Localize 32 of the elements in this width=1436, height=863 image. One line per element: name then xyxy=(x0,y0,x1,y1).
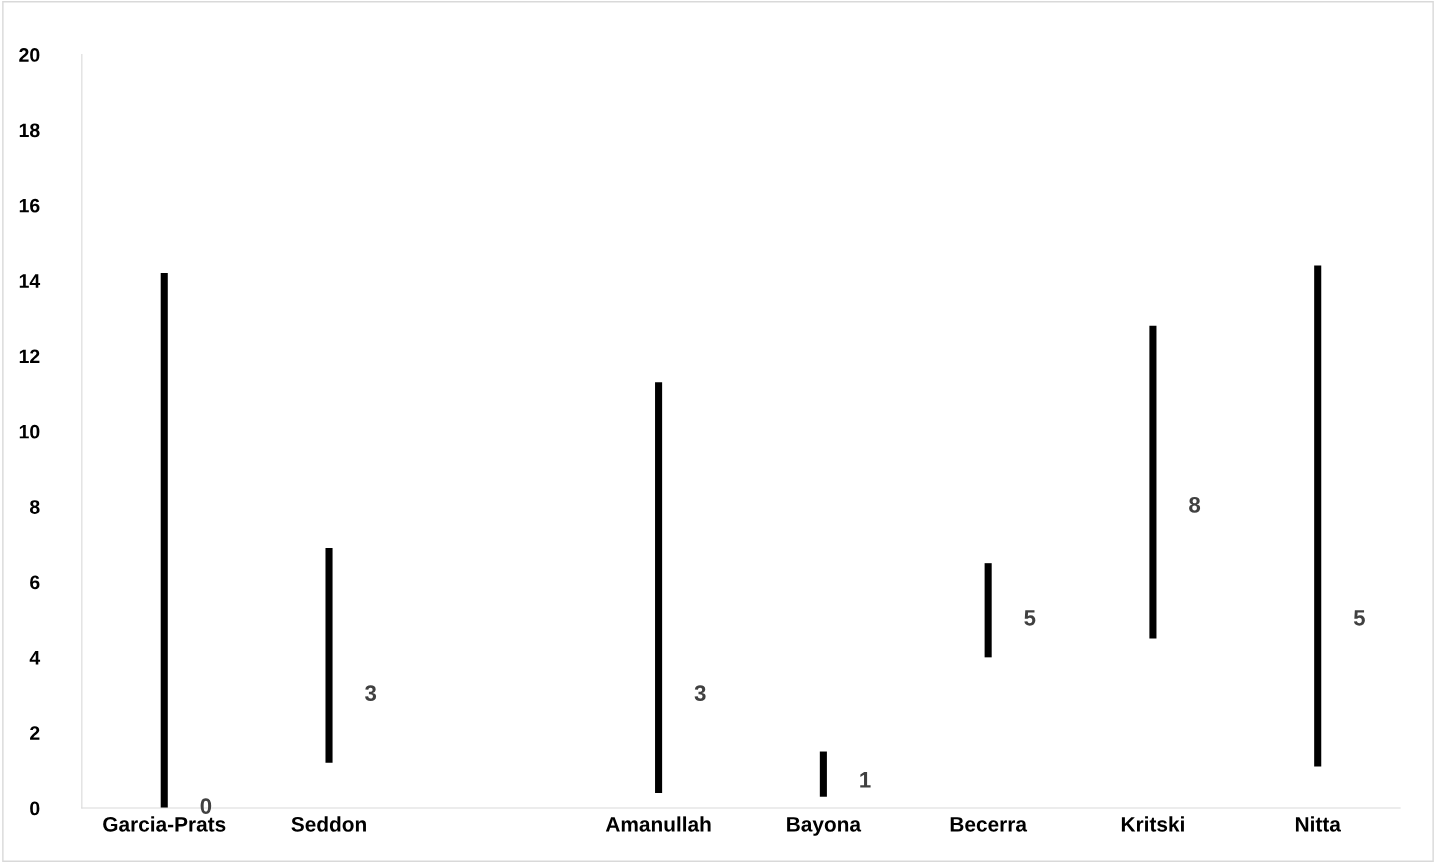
y-tick-label: 8 xyxy=(29,500,40,514)
annotation: 5 xyxy=(1024,610,1036,626)
y-tick-label: 20 xyxy=(19,48,40,62)
annotation: 3 xyxy=(365,685,377,702)
y-tick-label: 14 xyxy=(19,274,41,288)
y-tick-label: 4 xyxy=(29,651,41,665)
annotation: 0 xyxy=(200,798,212,814)
bar xyxy=(160,273,168,809)
bar xyxy=(1314,265,1322,767)
y-tick-label: 18 xyxy=(19,123,40,138)
x-tick-label: Nitta xyxy=(1295,816,1341,832)
y-tick-label: 0 xyxy=(30,801,40,816)
bar xyxy=(984,563,992,658)
annotation: 3 xyxy=(694,685,706,702)
x-tick-label: Amanullah xyxy=(605,816,711,832)
bar xyxy=(655,382,663,793)
annotation: 8 xyxy=(1189,496,1201,513)
x-tick-label: Bayona xyxy=(787,817,862,836)
x-tick-label: Garcia-Prats xyxy=(103,816,226,832)
y-tick-label: 6 xyxy=(30,575,40,590)
x-tick-label: Seddon xyxy=(291,816,366,832)
y-tick-label: 10 xyxy=(19,424,40,439)
y-tick-label: 2 xyxy=(30,726,40,740)
bar xyxy=(325,548,333,763)
x-tick-label: Kritski xyxy=(1121,816,1184,832)
annotation: 5 xyxy=(1353,610,1365,626)
y-tick-label: 12 xyxy=(19,349,40,364)
bar xyxy=(1149,325,1157,639)
bar xyxy=(819,751,827,797)
x-tick-label: Becerra xyxy=(950,817,1028,832)
annotation: 1 xyxy=(860,772,871,788)
y-tick-label: 16 xyxy=(19,198,40,213)
